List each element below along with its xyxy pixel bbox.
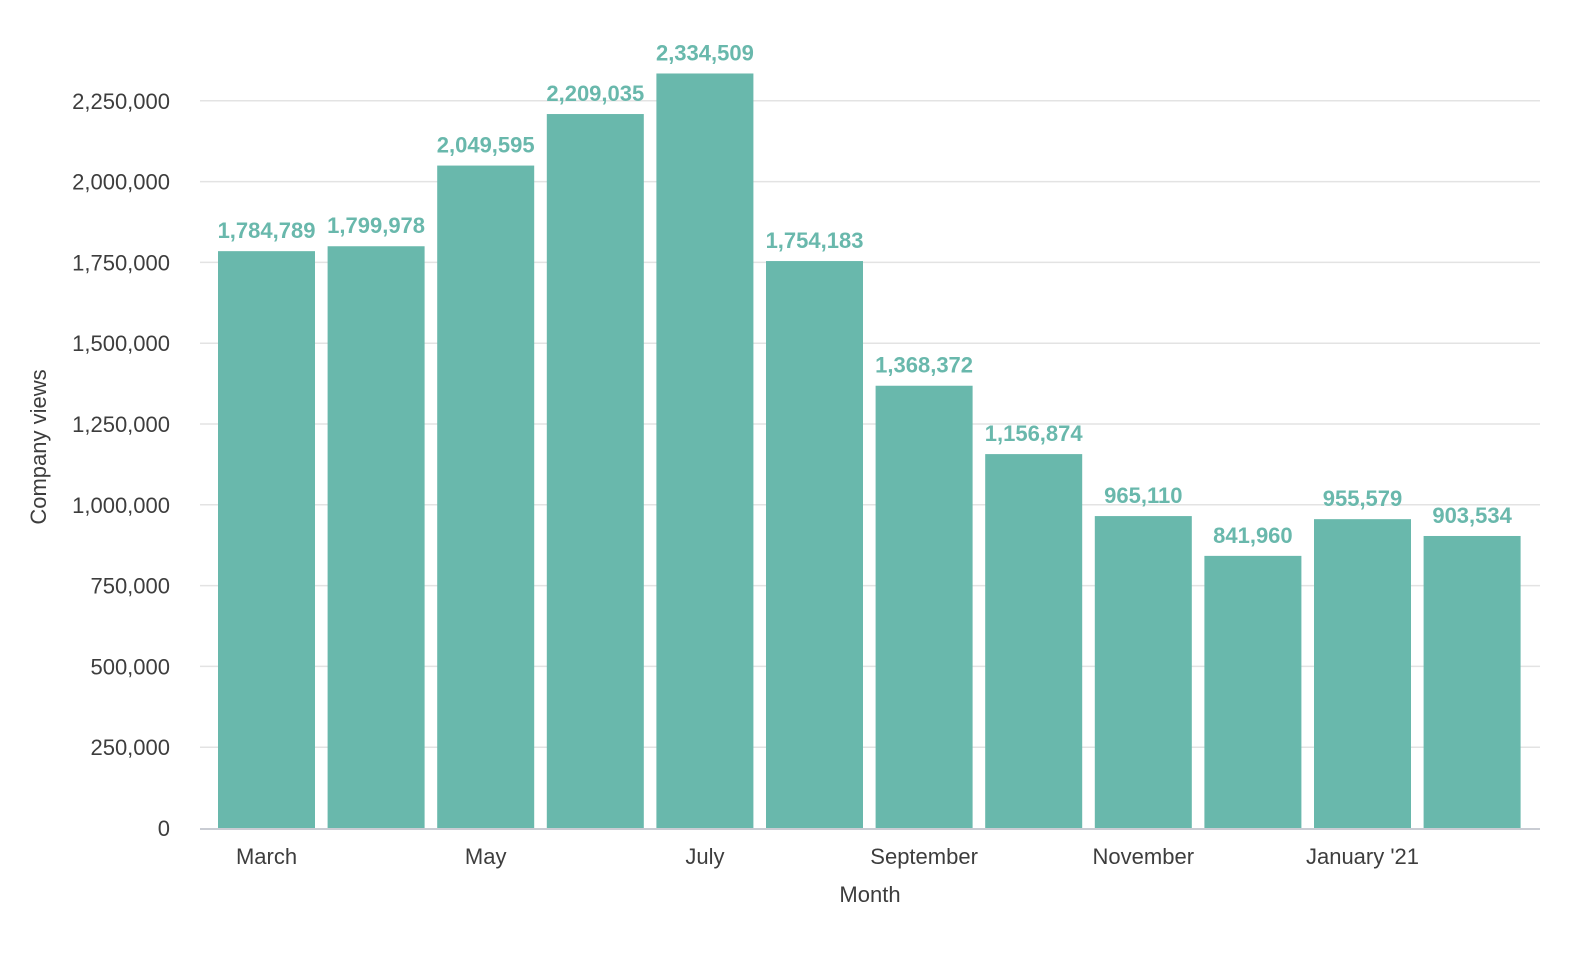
x-tick-label: November (1093, 844, 1194, 869)
bar[interactable] (656, 73, 754, 828)
y-tick-label: 750,000 (90, 574, 170, 599)
data-label: 1,156,874 (985, 421, 1084, 446)
data-label: 1,784,789 (218, 218, 316, 243)
y-tick-label: 500,000 (90, 654, 170, 679)
y-tick-label: 1,250,000 (72, 412, 170, 437)
y-axis-ticks: 0 250,000 500,000 750,000 1,000,000 1,250,000… (72, 89, 170, 841)
y-tick-label: 0 (158, 816, 170, 841)
y-tick-label: 2,000,000 (72, 170, 170, 195)
data-labels: 1,784,789 1,799,978 2,049,595 2,209,035 2,33… (218, 40, 1513, 547)
y-tick-label: 1,000,000 (72, 493, 170, 518)
data-label: 2,209,035 (546, 81, 644, 106)
y-tick-label: 2,250,000 (72, 89, 170, 114)
x-axis-ticks: March May July September November January '21 (236, 844, 1419, 869)
y-tick-label: 1,750,000 (72, 250, 170, 275)
x-tick-label: March (236, 844, 297, 869)
x-tick-label: May (465, 844, 507, 869)
bar[interactable] (1204, 555, 1302, 828)
data-label: 955,579 (1323, 486, 1403, 511)
data-label: 965,110 (1104, 483, 1182, 508)
data-label: 2,049,595 (437, 133, 535, 158)
x-axis-title: Month (839, 882, 900, 907)
bar[interactable] (437, 165, 535, 828)
bar[interactable] (218, 251, 315, 828)
data-label: 1,754,183 (766, 228, 864, 253)
x-tick-label: January '21 (1306, 844, 1419, 869)
data-label: 1,368,372 (875, 353, 973, 378)
bar[interactable] (1423, 535, 1521, 828)
data-label: 841,960 (1213, 523, 1293, 548)
y-tick-label: 1,500,000 (72, 331, 170, 356)
y-axis-title: Company views (26, 369, 51, 524)
data-label: 2,334,509 (656, 40, 754, 65)
bar[interactable] (875, 385, 973, 828)
bar[interactable] (1094, 516, 1192, 828)
data-label: 1,799,978 (327, 213, 425, 238)
bar[interactable] (327, 246, 425, 828)
bar[interactable] (1314, 519, 1411, 828)
bar[interactable] (766, 261, 863, 828)
data-label: 903,534 (1432, 503, 1512, 528)
bar[interactable] (546, 114, 644, 828)
x-tick-label: September (870, 844, 978, 869)
bars (218, 73, 1521, 828)
bar[interactable] (985, 454, 1083, 828)
x-tick-label: July (685, 844, 724, 869)
y-tick-label: 250,000 (90, 735, 170, 760)
